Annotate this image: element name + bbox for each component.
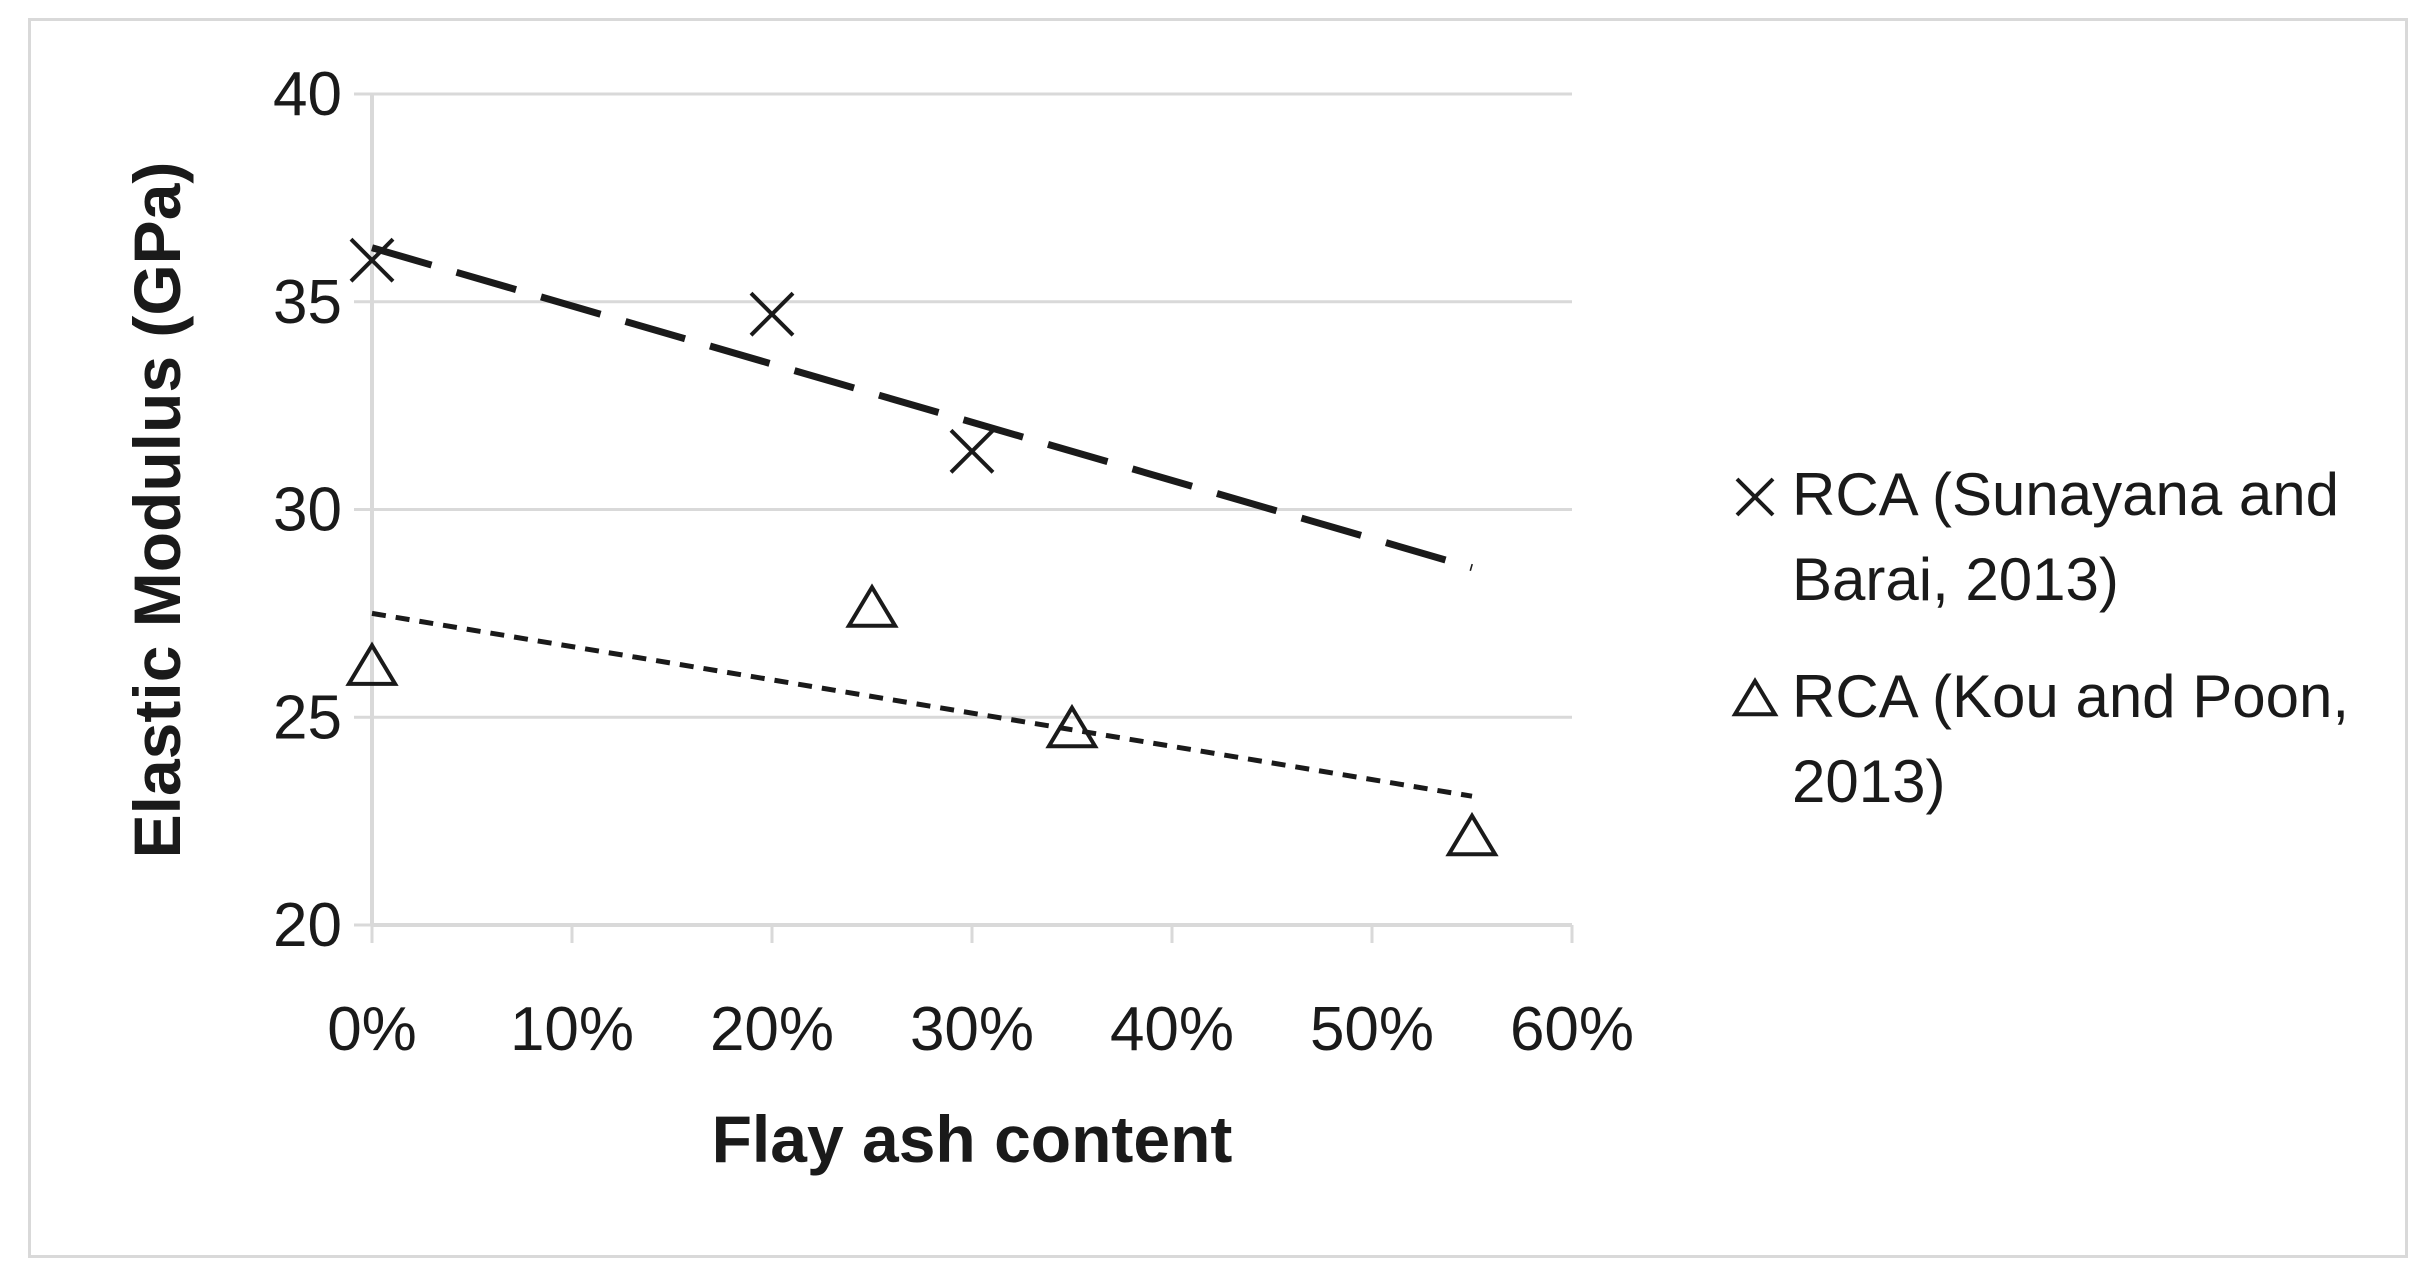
data-point-x xyxy=(749,291,795,337)
legend-triangle-marker xyxy=(1731,677,1779,717)
legend-label-line-2: Barai, 2013) xyxy=(1792,546,2119,613)
y-tick-labels: 20 25 30 35 40 xyxy=(273,60,342,960)
data-point-triangle xyxy=(1045,703,1099,749)
chart-frame xyxy=(28,18,2408,1258)
trendline-sunayana xyxy=(371,244,1473,572)
y-tick-label: 20 xyxy=(273,891,342,960)
legend-label-line-2: 2013) xyxy=(1792,748,1945,815)
trendlines xyxy=(371,244,1473,799)
y-axis-title: Elastic Modulus (GPa) xyxy=(120,162,194,859)
data-point-triangle xyxy=(1445,811,1499,857)
x-stroke xyxy=(749,291,795,337)
x-axis-title: Flay ash content xyxy=(712,1102,1233,1176)
data-point-triangle xyxy=(345,641,399,686)
legend-label-line-1: RCA (Kou and Poon, xyxy=(1792,663,2349,730)
x-stroke xyxy=(949,428,995,474)
data-points xyxy=(345,237,1499,857)
grid-lines xyxy=(372,92,1572,719)
data-point-x xyxy=(949,428,995,474)
trendline-kou-poon xyxy=(371,610,1473,799)
y-tick-label: 35 xyxy=(273,268,342,337)
data-point-x xyxy=(349,237,395,283)
x-tick-labels: 0% 10% 20% 30% 40% 50% 60% xyxy=(327,995,1634,1064)
legend-label-line-1: RCA (Sunayana and xyxy=(1792,461,2339,528)
legend-triangle-marker-icon xyxy=(1731,677,1779,717)
legend-item-kou-poon: RCA (Kou and Poon, 2013) xyxy=(1731,663,2349,815)
y-tick-label: 30 xyxy=(273,476,342,545)
x-tick-label: 20% xyxy=(710,995,834,1064)
legend-x-marker xyxy=(1735,477,1775,517)
x-tick-label: 10% xyxy=(510,995,634,1064)
x-stroke xyxy=(349,237,395,283)
legend-x-marker-icon xyxy=(1735,477,1775,517)
x-tick-label: 40% xyxy=(1110,995,1234,1064)
data-point-triangle xyxy=(845,583,899,628)
legend: RCA (Sunayana and Barai, 2013) RCA (Kou … xyxy=(1731,461,2349,815)
y-tick-label: 40 xyxy=(273,60,342,129)
x-stroke xyxy=(1735,477,1775,517)
axes xyxy=(354,92,1574,943)
legend-item-sunayana: RCA (Sunayana and Barai, 2013) xyxy=(1735,461,2339,613)
y-tick-label: 25 xyxy=(273,683,342,752)
x-tick-label: 30% xyxy=(910,995,1034,1064)
x-tick-label: 50% xyxy=(1310,995,1434,1064)
x-tick-label: 0% xyxy=(327,995,417,1064)
x-tick-label: 60% xyxy=(1510,995,1634,1064)
